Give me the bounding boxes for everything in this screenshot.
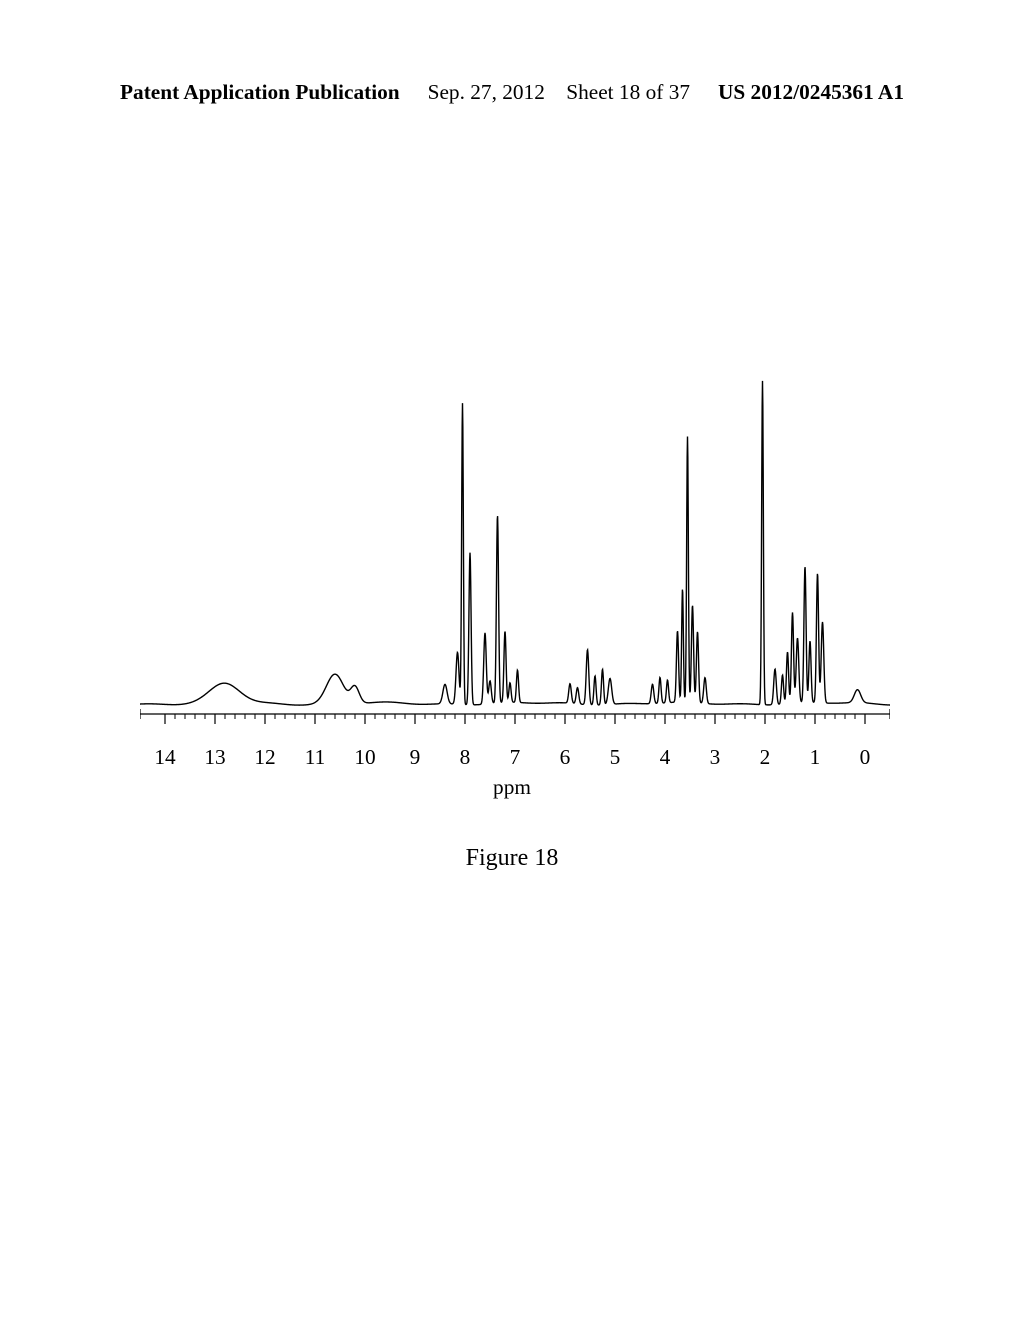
nmr-spectrum xyxy=(140,370,890,740)
x-tick-label: 14 xyxy=(154,745,175,770)
page: Patent Application Publication Sep. 27, … xyxy=(0,0,1024,1320)
header-pubnum: US 2012/0245361 A1 xyxy=(718,80,904,105)
patent-header: Patent Application Publication Sep. 27, … xyxy=(0,80,1024,105)
x-tick-label: 3 xyxy=(710,745,721,770)
x-tick-label: 11 xyxy=(305,745,326,770)
figure-caption-text: Figure 18 xyxy=(466,845,559,871)
x-tick-label: 6 xyxy=(560,745,571,770)
x-axis-tick-labels: 14131211109876543210 xyxy=(140,745,890,775)
x-tick-label: 7 xyxy=(510,745,521,770)
header-center: Sep. 27, 2012 Sheet 18 of 37 xyxy=(428,80,690,105)
x-tick-label: 5 xyxy=(610,745,621,770)
x-tick-label: 9 xyxy=(410,745,421,770)
x-tick-label: 0 xyxy=(860,745,871,770)
x-axis-title: ppm xyxy=(0,775,1024,800)
figure-caption: Figure 18 xyxy=(0,845,1024,872)
x-tick-label: 4 xyxy=(660,745,671,770)
x-tick-label: 1 xyxy=(810,745,821,770)
nmr-svg xyxy=(140,370,890,740)
x-tick-label: 2 xyxy=(760,745,771,770)
header-left: Patent Application Publication xyxy=(120,80,400,105)
x-tick-label: 12 xyxy=(254,745,275,770)
header-sheet: Sheet 18 of 37 xyxy=(566,80,690,104)
x-axis-title-text: ppm xyxy=(493,775,531,799)
header-date: Sep. 27, 2012 xyxy=(428,80,545,104)
x-tick-label: 13 xyxy=(204,745,225,770)
x-tick-label: 10 xyxy=(354,745,375,770)
x-tick-label: 8 xyxy=(460,745,471,770)
nmr-trace xyxy=(140,381,890,705)
